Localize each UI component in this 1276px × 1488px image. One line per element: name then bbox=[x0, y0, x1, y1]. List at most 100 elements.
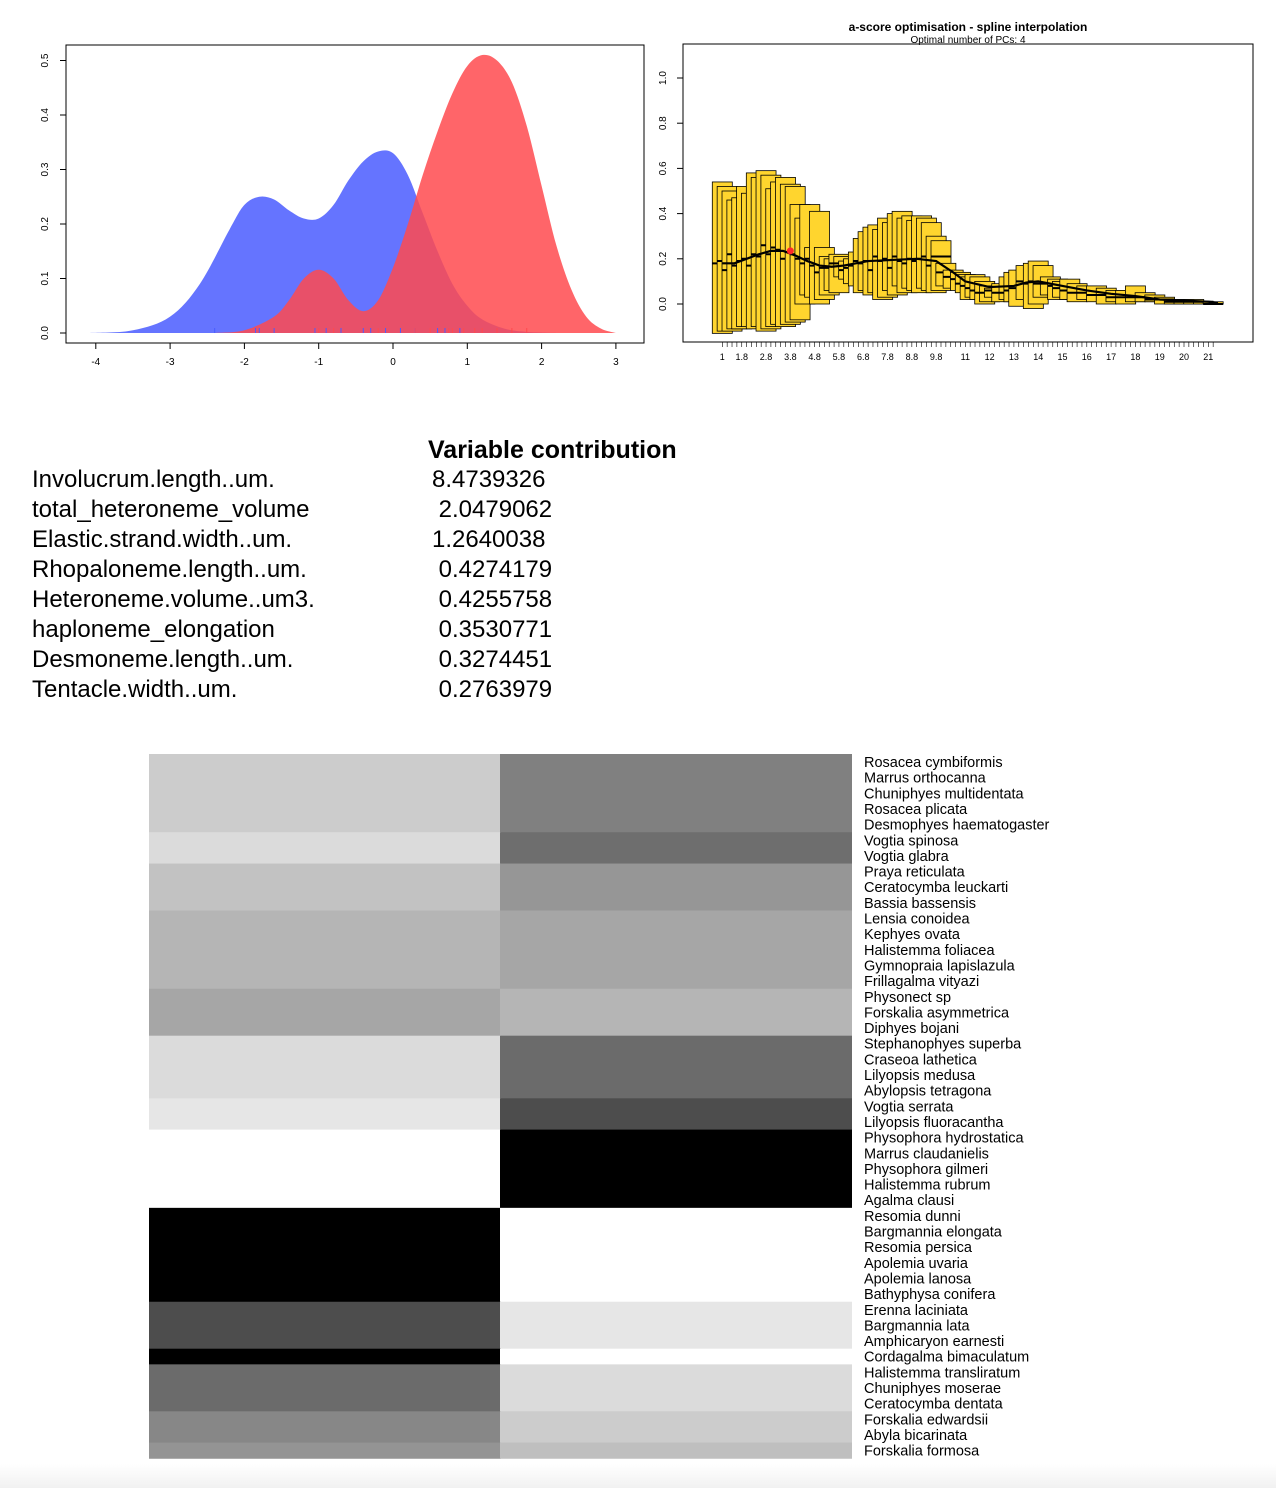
heatmap-cell bbox=[500, 1411, 852, 1444]
heatmap-cell bbox=[500, 1207, 852, 1303]
heatmap-row-label: Lilyopsis medusa bbox=[864, 1068, 976, 1084]
x-tick-label: 15 bbox=[1057, 352, 1067, 362]
x-tick-label: -4 bbox=[91, 357, 100, 368]
x-tick-label: -2 bbox=[240, 357, 249, 368]
variable-name: Involucrum.length..um. bbox=[32, 466, 275, 493]
y-tick-label: 0.4 bbox=[658, 206, 669, 220]
ascore-optimum-point bbox=[786, 247, 794, 255]
heatmap-cell bbox=[500, 988, 852, 1037]
heatmap-row-label: Forskalia formosa bbox=[864, 1444, 980, 1460]
heatmap-row-label: Ceratocymba dentata bbox=[864, 1397, 1004, 1413]
x-tick-label: 1 bbox=[720, 352, 725, 362]
heatmap-row-label: Diphyes bojani bbox=[864, 1021, 959, 1037]
x-tick-label: 1 bbox=[465, 357, 471, 368]
variable-name: Heteroneme.volume..um3. bbox=[32, 586, 315, 613]
density-plot: -4 -3 -2 -1 0 1 2 3 0.0 0.1 0.2 0.3 0.4 0.5 bbox=[40, 44, 645, 368]
heatmap-row-label: Amphicaryon earnesti bbox=[864, 1334, 1004, 1350]
heatmap-row-label: Apolemia uvaria bbox=[864, 1256, 969, 1272]
variable-name: Rhopaloneme.length..um. bbox=[32, 556, 307, 583]
heatmap-cell bbox=[149, 910, 501, 990]
heatmap-cell bbox=[149, 1348, 501, 1365]
variable-contribution-title: Variable contribution bbox=[428, 436, 677, 464]
heatmap-row-label: Resomia dunni bbox=[864, 1209, 961, 1225]
y-tick-label: 0.4 bbox=[40, 108, 51, 122]
heatmap-row-label: Halistemma rubrum bbox=[864, 1178, 991, 1194]
heatmap-cell bbox=[149, 1098, 501, 1131]
heatmap-row-label: Marrus claudanielis bbox=[864, 1146, 989, 1162]
y-tick-label: 0.2 bbox=[40, 217, 51, 231]
heatmap-row-label: Bargmannia lata bbox=[864, 1318, 971, 1334]
variable-name: Elastic.strand.width..um. bbox=[32, 526, 293, 553]
heatmap-row-label: Praya reticulata bbox=[864, 865, 966, 881]
y-tick-label: 0.1 bbox=[40, 271, 51, 285]
heatmap-row-label: Gymnopraia lapislazula bbox=[864, 958, 1016, 974]
page-bottom-edge bbox=[0, 1464, 1276, 1488]
x-tick-label: 17 bbox=[1106, 352, 1116, 362]
heatmap-row-label: Rosacea plicata bbox=[864, 802, 968, 818]
heatmap-row-label: Desmophyes haematogaster bbox=[864, 818, 1050, 834]
x-tick-label: 2.8 bbox=[760, 352, 773, 362]
heatmap-cell bbox=[500, 863, 852, 911]
heatmap-row-label: Physophora gilmeri bbox=[864, 1162, 988, 1178]
ascore-spline bbox=[722, 249, 1219, 304]
heatmap-row-label: Agalma clausi bbox=[864, 1193, 954, 1209]
y-tick-label: 0.3 bbox=[40, 162, 51, 176]
x-tick-label: 2 bbox=[539, 357, 545, 368]
heatmap-row-label: Vogtia serrata bbox=[864, 1099, 954, 1115]
heatmap-cell bbox=[149, 1442, 501, 1459]
heatmap-row-label: Marrus orthocanna bbox=[864, 771, 987, 787]
variable-value: 1.2640038 bbox=[432, 526, 546, 553]
heatmap-row-label: Bassia bassensis bbox=[864, 896, 976, 912]
variable-name: total_heteroneme_volume bbox=[32, 496, 310, 523]
variable-value: 8.4739326 bbox=[432, 466, 546, 493]
x-tick-label: 21 bbox=[1203, 352, 1213, 362]
ascore-boxes bbox=[711, 170, 1224, 334]
heatmap-row-label: Physophora hydrostatica bbox=[864, 1131, 1025, 1147]
heatmap-row-label: Lensia conoidea bbox=[864, 912, 971, 928]
heatmap-row-label: Vogtia glabra bbox=[864, 849, 950, 865]
heatmap-row-label: Chuniphyes multidentata bbox=[864, 786, 1025, 802]
density-area-red bbox=[214, 54, 616, 334]
y-tick-label: 0.0 bbox=[40, 326, 51, 340]
ascore-plot: a-score optimisation - spline interpolat… bbox=[658, 20, 1254, 362]
heatmap-cell bbox=[500, 1301, 852, 1350]
x-tick-label: 0 bbox=[390, 357, 396, 368]
variable-name: Tentacle.width..um. bbox=[32, 676, 238, 703]
heatmap-row-label: Lilyopsis fluoracantha bbox=[864, 1115, 1004, 1131]
y-tick-label: 0.6 bbox=[658, 161, 669, 175]
x-tick-label: 3 bbox=[613, 357, 619, 368]
x-tick-label: 18 bbox=[1130, 352, 1140, 362]
heatmap-row-label: Stephanophyes superba bbox=[864, 1037, 1022, 1053]
x-tick-label: 3.8 bbox=[784, 352, 797, 362]
heatmap-row-label: Forskalia asymmetrica bbox=[864, 1005, 1010, 1021]
heatmap-row-label: Ceratocymba leuckarti bbox=[864, 880, 1008, 896]
heatmap-row-label: Rosacea cymbiformis bbox=[864, 755, 1003, 771]
variable-value: 0.4274179 bbox=[432, 556, 553, 583]
heatmap-cell bbox=[149, 1364, 501, 1412]
y-tick-label: 0.2 bbox=[658, 251, 669, 265]
heatmap-cell bbox=[149, 988, 501, 1037]
heatmap-cell bbox=[149, 1207, 501, 1303]
heatmap-cell bbox=[500, 1098, 852, 1131]
heatmap-row-label: Physonect sp bbox=[864, 990, 951, 1006]
x-tick-label: 13 bbox=[1009, 352, 1019, 362]
density-curves bbox=[88, 54, 616, 334]
heatmap-cell bbox=[500, 1364, 852, 1412]
heatmap-cell bbox=[500, 910, 852, 990]
x-tick-label: 12 bbox=[985, 352, 995, 362]
heatmap-row-label: Abyla bicarinata bbox=[864, 1428, 968, 1444]
density-axes: -4 -3 -2 -1 0 1 2 3 0.0 0.1 0.2 0.3 0.4 0.5 bbox=[40, 53, 619, 368]
heatmap-row-label: Erenna laciniata bbox=[864, 1303, 969, 1319]
x-tick-label: 4.8 bbox=[808, 352, 821, 362]
variable-value: 0.3530771 bbox=[432, 616, 553, 643]
x-tick-label: -3 bbox=[166, 357, 175, 368]
x-tick-label: 14 bbox=[1033, 352, 1043, 362]
heatmap-cell bbox=[500, 754, 852, 833]
x-tick-label: 19 bbox=[1155, 352, 1165, 362]
variable-name: haploneme_elongation bbox=[32, 616, 275, 643]
heatmap-row-label: Resomia persica bbox=[864, 1240, 973, 1256]
x-tick-label: 9.8 bbox=[930, 352, 943, 362]
heatmap-cell bbox=[149, 832, 501, 865]
ascore-axes: 0.0 0.2 0.4 0.6 0.8 1.0 1 1.8 2.8 3.8 4.8 5.8 6.8 7.8… bbox=[658, 71, 1214, 362]
